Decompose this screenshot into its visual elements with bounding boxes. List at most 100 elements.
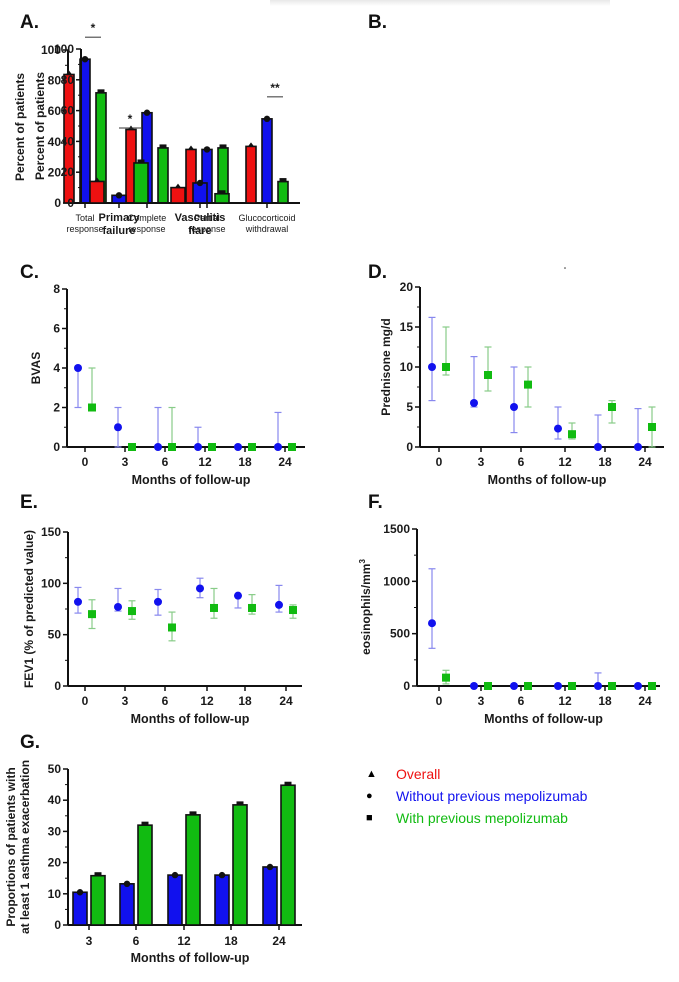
circle-point [428, 363, 436, 371]
y-tick-label: 50 [48, 762, 62, 776]
panel-label-a: A. [20, 12, 39, 33]
y-axis-title: FEV1 (% of predicted value) [22, 530, 36, 688]
x-axis-title: Months of follow-up [131, 712, 250, 726]
square-point [88, 403, 96, 412]
y-tick-label: 1000 [383, 574, 410, 588]
x-tick-label: 0 [82, 694, 89, 708]
x-category-label: Glucocorticoid [238, 213, 295, 223]
circle-point [634, 443, 642, 451]
y-tick-label: 6 [53, 322, 60, 336]
x-category-label: 18 [224, 934, 238, 948]
y-tick-label: 30 [48, 824, 62, 838]
bar [261, 118, 273, 204]
square-marker [236, 801, 244, 806]
y-tick-label: 150 [41, 525, 61, 539]
bar [137, 824, 153, 926]
bar [245, 145, 257, 204]
x-tick-label: 6 [518, 455, 525, 469]
bar [232, 804, 248, 926]
x-tick-label: 24 [638, 694, 652, 708]
x-tick-label: 3 [478, 455, 485, 469]
significance-stars: * [128, 112, 133, 126]
circle-point [634, 682, 642, 690]
square-marker [159, 144, 167, 149]
x-category-label: Partial [194, 213, 220, 223]
circle-marker [81, 55, 89, 63]
legend-label-without: Without previous mepolizumab [396, 788, 588, 804]
y-tick-label: 20 [400, 280, 414, 294]
x-tick-label: 0 [436, 455, 443, 469]
x-tick-label: 6 [162, 455, 169, 469]
x-tick-label: 12 [558, 455, 572, 469]
circle-point [428, 619, 436, 628]
y-tick-label: 0 [54, 918, 61, 932]
circle-point [114, 602, 122, 611]
circle-point [594, 682, 602, 690]
y-tick-label: 10 [400, 360, 414, 374]
y-axis-title: at least 1 asthma exacerbation [18, 760, 32, 934]
square-point [168, 443, 176, 451]
y-tick-label: 1500 [383, 522, 410, 536]
square-point [442, 363, 450, 371]
y-tick-label: 60 [61, 104, 75, 118]
bar [185, 814, 201, 926]
circle-marker [171, 871, 179, 879]
circle-marker [115, 192, 123, 199]
y-tick-label: 40 [48, 135, 62, 149]
square-point [248, 443, 256, 451]
circle-point [234, 443, 242, 451]
x-category-label: 3 [86, 934, 93, 948]
chart-F: 0 500 1000 1500 eosinophils/mm3 Months of fol… [358, 522, 660, 726]
x-tick-label: 3 [478, 694, 485, 708]
bar [262, 866, 278, 926]
square-marker [218, 190, 226, 195]
triangle-marker [66, 70, 72, 75]
square-point [289, 606, 297, 615]
circle-point [554, 682, 562, 690]
panel-label-f: F. [368, 492, 383, 513]
square-marker [137, 159, 145, 164]
x-tick-label: 6 [162, 694, 169, 708]
legend: ▲ Overall ● Without previous mepolizumab… [366, 763, 587, 829]
x-tick-label: 24 [279, 694, 293, 708]
circle-point [194, 443, 202, 451]
circle-marker [218, 871, 226, 879]
x-tick-label: 12 [198, 455, 212, 469]
square-point [128, 607, 136, 616]
x-category-label: response [66, 224, 103, 234]
bar [214, 192, 230, 204]
square-point [524, 682, 532, 690]
y-tick-label: 4 [53, 361, 60, 375]
x-tick-label: 12 [200, 694, 214, 708]
bar [89, 180, 105, 204]
bar [133, 162, 149, 204]
circle-marker [196, 179, 204, 187]
y-tick-label: 80 [61, 73, 75, 87]
circle-point [275, 600, 283, 609]
circle-point [234, 591, 242, 600]
y-tick-label: 8 [53, 282, 60, 296]
circle-point [470, 399, 478, 407]
circle-point [196, 584, 204, 593]
x-tick-label: 3 [122, 694, 129, 708]
significance-stars: * [91, 21, 96, 35]
y-tick-label: 500 [390, 627, 410, 641]
y-tick-label: 80 [48, 74, 62, 88]
x-tick-label: 18 [238, 694, 252, 708]
square-point [88, 610, 96, 619]
x-category-label: 6 [133, 934, 140, 948]
y-tick-label: 60 [48, 104, 62, 118]
y-axis-title: Percent of patients [13, 73, 27, 181]
circle-point [554, 424, 562, 433]
y-tick-label: 2 [53, 401, 60, 415]
bar [277, 180, 289, 204]
y-tick-label: 20 [61, 165, 75, 179]
circle-point [154, 597, 162, 606]
bar [119, 883, 135, 926]
triangle-marker [248, 142, 254, 147]
chart-B: 0 20 40 60 80 100 Percent of patients Primaryfa… [33, 42, 238, 237]
circle-point [74, 364, 82, 372]
x-category-label: Complete [128, 213, 167, 223]
stray-dot [564, 267, 566, 269]
